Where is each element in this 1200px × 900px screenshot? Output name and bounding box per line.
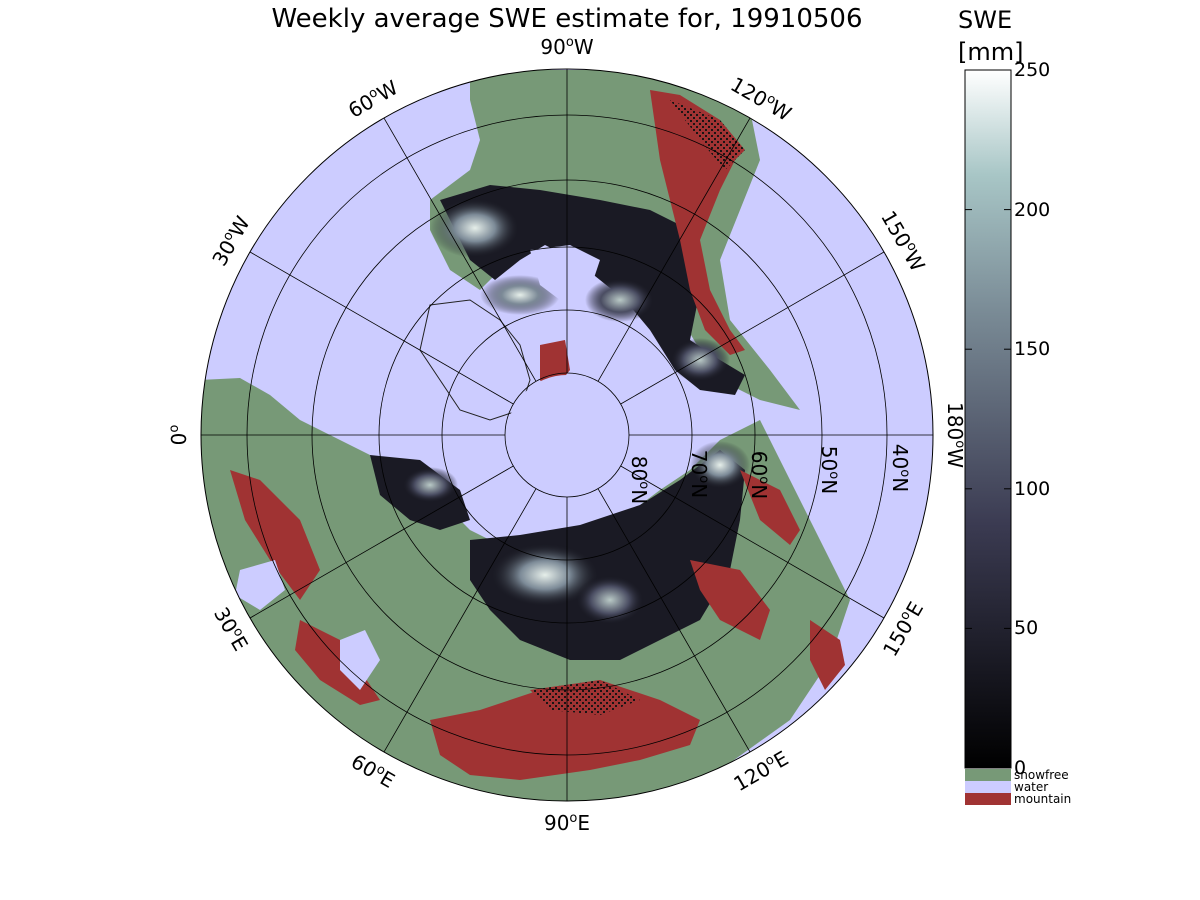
- snow-peak-east-siberia: [690, 441, 750, 489]
- mountains-east-siberia: [740, 470, 800, 545]
- mountains-central-asia-dense: [530, 680, 640, 715]
- latitude-label: 40oN: [888, 444, 912, 492]
- meridian-line: [620, 465, 885, 619]
- snow-peak-alaska: [670, 338, 730, 382]
- snow-peak-hudson-west: [430, 198, 520, 258]
- meridian-line: [249, 251, 514, 405]
- longitude-label: 180oW: [943, 402, 967, 468]
- meridian-line: [597, 117, 751, 382]
- colorbar-tick-label: 100: [1014, 477, 1051, 500]
- meridian-line: [383, 488, 537, 753]
- snow-peak-west-siberia: [490, 543, 600, 607]
- longitude-label: 0o: [167, 425, 191, 446]
- mountains-europe: [230, 470, 320, 600]
- water-caspian: [340, 630, 380, 690]
- meridian-line: [620, 251, 885, 405]
- meridian-line: [597, 488, 751, 753]
- colorbar-tick-label: 50: [1014, 617, 1039, 640]
- latitude-label: 60oN: [747, 451, 771, 499]
- colorbar-label-quantity: SWE: [958, 6, 1013, 34]
- latitude-label: 80oN: [627, 456, 651, 504]
- water-arctic-pole: [507, 375, 627, 495]
- legend-label-water: water: [1014, 780, 1049, 794]
- colorbar-tick-label: 250: [1014, 59, 1051, 81]
- colorbar-tick-label: 150: [1014, 338, 1051, 361]
- longitude-label: 90oE: [544, 811, 590, 835]
- snow-peak-scandinavia: [402, 467, 458, 503]
- figure-title: Weekly average SWE estimate for, 1991050…: [271, 4, 863, 34]
- latitude-label: 70oN: [687, 450, 711, 498]
- meridian-line: [383, 117, 537, 382]
- mountains-kamchatka: [810, 620, 845, 690]
- colorbar-tick-label: 200: [1014, 198, 1051, 221]
- water-black-sea: [235, 560, 285, 610]
- map-layers: [201, 69, 933, 801]
- colorbar-tick-label: 0: [1014, 757, 1027, 779]
- snow-peak-central-siberia: [575, 575, 645, 625]
- latitude-labels: 80oN 70oN 60oN 50oN 40oN: [627, 444, 912, 504]
- mountains-central-asia: [430, 680, 700, 780]
- water-hudson-bay: [530, 245, 600, 300]
- snowpack-siberia: [470, 450, 745, 660]
- mountains-far-east: [690, 560, 770, 640]
- map-border: [200, 68, 934, 802]
- mountains-rockies-dense: [670, 100, 745, 170]
- meridian-line: [249, 465, 514, 619]
- longitude-label: 90oW: [540, 35, 593, 59]
- colorbar-label-units: [mm]: [958, 38, 1024, 66]
- snow-peak-labrador: [585, 278, 655, 322]
- latitude-label: 50oN: [817, 446, 841, 494]
- graticule: [201, 69, 933, 801]
- legend-label-mountain: mountain: [1014, 792, 1072, 806]
- legend-label-snowfree: snowfree: [1014, 768, 1069, 782]
